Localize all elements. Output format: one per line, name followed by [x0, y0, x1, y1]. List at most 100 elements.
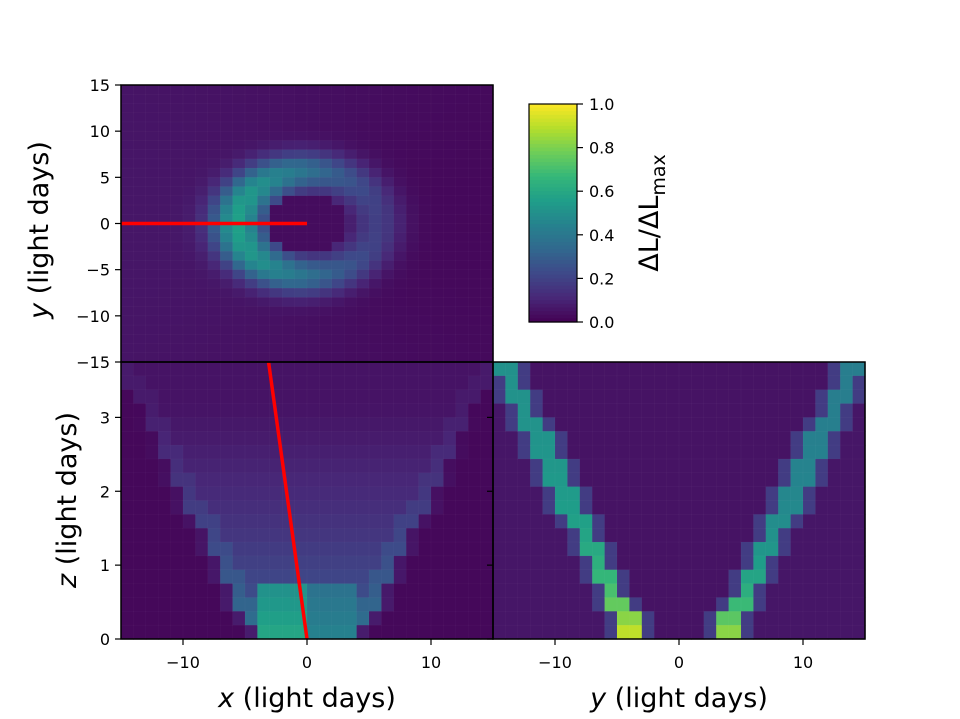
heatmap-cell: [381, 597, 395, 613]
heatmap-cell: [368, 287, 383, 299]
heatmap-cell: [802, 527, 817, 543]
heatmap-cell: [827, 361, 842, 377]
heatmap-cell: [480, 177, 494, 188]
heatmap-cell: [492, 514, 507, 530]
heatmap-cell: [368, 167, 383, 179]
heatmap-cell: [839, 486, 854, 502]
heatmap-cell: [232, 444, 246, 460]
heatmap-cell: [443, 514, 457, 530]
heatmap-cell: [827, 403, 842, 419]
heatmap-cell: [839, 472, 854, 488]
heatmap-cell: [294, 417, 308, 433]
heatmap-cell: [145, 140, 160, 151]
heatmap-cell: [728, 403, 742, 419]
heatmap-cell: [257, 334, 271, 345]
heatmap-cell: [567, 569, 581, 585]
heatmap-cell: [232, 569, 246, 585]
heatmap-cell: [467, 186, 482, 197]
heatmap-cell: [232, 195, 246, 206]
heatmap-cell: [542, 527, 556, 543]
colorbar-segment: [529, 133, 577, 138]
heatmap-cell: [542, 583, 556, 599]
heatmap-cell: [802, 472, 817, 488]
heatmap-cell: [157, 361, 172, 377]
colorbar-tick-label: 0.4: [589, 226, 614, 245]
heatmap-cell: [244, 241, 259, 253]
heatmap-cell: [133, 597, 147, 613]
heatmap-cell: [418, 177, 432, 188]
heatmap-cell: [604, 500, 618, 516]
heatmap-cell: [567, 514, 581, 530]
heatmap-cell: [790, 597, 804, 613]
heatmap-cell: [319, 260, 333, 271]
heatmap-cell: [393, 334, 408, 345]
heatmap-cell: [653, 403, 668, 419]
heatmap-cell: [678, 417, 693, 433]
heatmap-cell: [529, 569, 544, 585]
heatmap-cell: [703, 472, 718, 488]
heatmap-cell: [356, 195, 370, 206]
heatmap-cell: [393, 112, 408, 123]
heatmap-cell: [591, 569, 606, 585]
heatmap-cell: [405, 555, 420, 571]
heatmap-cell: [244, 375, 259, 391]
heatmap-cell: [715, 458, 730, 474]
heatmap-cell: [182, 315, 197, 326]
heatmap-cell: [480, 287, 494, 299]
heatmap-cell: [641, 597, 656, 613]
heatmap-cell: [157, 315, 172, 326]
heatmap-cell: [480, 232, 494, 243]
heatmap-cell: [331, 361, 346, 377]
heatmap-cell: [443, 287, 457, 299]
heatmap-cell: [405, 223, 420, 234]
heatmap-cell: [405, 140, 420, 151]
heatmap-cell: [777, 403, 792, 419]
heatmap-cell: [331, 214, 346, 225]
heatmap-cell: [244, 486, 259, 502]
heatmap-cell: [517, 500, 532, 516]
heatmap-cell: [467, 214, 482, 225]
heatmap-cell: [381, 444, 395, 460]
heatmap-cell: [405, 315, 420, 326]
heatmap-cell: [405, 84, 420, 96]
colorbar-ticks: 0.00.20.40.60.81.0: [577, 95, 614, 332]
heatmap-cell: [492, 527, 507, 543]
heatmap-cell: [306, 343, 321, 354]
heatmap-cell: [455, 431, 470, 446]
heatmap-cell: [381, 232, 395, 243]
heatmap-cell: [381, 241, 395, 253]
heatmap-cell: [480, 569, 494, 585]
heatmap-cell: [430, 269, 445, 280]
heatmap-cell: [257, 112, 271, 123]
heatmap-cell: [145, 569, 160, 585]
heatmap-cell: [715, 389, 730, 405]
heatmap-cell: [133, 486, 147, 502]
heatmap-cell: [393, 472, 408, 488]
heatmap-cell: [195, 500, 209, 516]
heatmap-cell: [257, 232, 271, 243]
heatmap-cell: [145, 121, 160, 133]
heatmap-cell: [219, 555, 234, 571]
heatmap-cell: [443, 569, 457, 585]
heatmap-cell: [703, 624, 718, 640]
heatmap-cell: [554, 624, 569, 640]
heatmap-cell: [306, 186, 321, 197]
heatmap-cell: [343, 361, 358, 377]
heatmap-cell: [381, 624, 395, 640]
heatmap-cell: [529, 500, 544, 516]
heatmap-cell: [777, 555, 792, 571]
heatmap-cell: [480, 444, 494, 460]
heatmap-cell: [281, 232, 296, 243]
heatmap-cell: [839, 569, 854, 585]
heatmap-cell: [331, 232, 346, 243]
heatmap-cell: [356, 352, 370, 363]
heatmap-cell: [145, 112, 160, 123]
heatmap-cell: [145, 458, 160, 474]
heatmap-cell: [393, 375, 408, 391]
heatmap-cell: [294, 177, 308, 188]
heatmap-cell: [554, 555, 569, 571]
y-tick-label: 0: [100, 630, 110, 649]
heatmap-cell: [604, 527, 618, 543]
heatmap-cell: [207, 269, 222, 280]
